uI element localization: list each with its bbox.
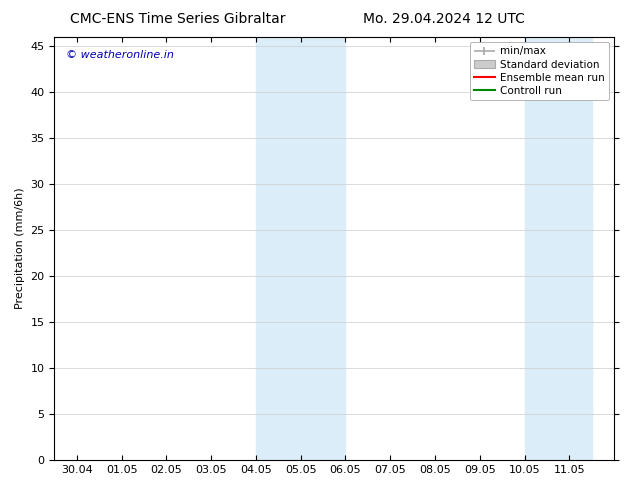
Y-axis label: Precipitation (mm/6h): Precipitation (mm/6h)	[15, 188, 25, 309]
Text: © weatheronline.in: © weatheronline.in	[65, 50, 174, 60]
Bar	[524, 37, 592, 460]
Text: Mo. 29.04.2024 12 UTC: Mo. 29.04.2024 12 UTC	[363, 12, 525, 26]
Legend: min/max, Standard deviation, Ensemble mean run, Controll run: min/max, Standard deviation, Ensemble me…	[470, 42, 609, 100]
Text: CMC-ENS Time Series Gibraltar: CMC-ENS Time Series Gibraltar	[70, 12, 285, 26]
Bar	[256, 37, 346, 460]
